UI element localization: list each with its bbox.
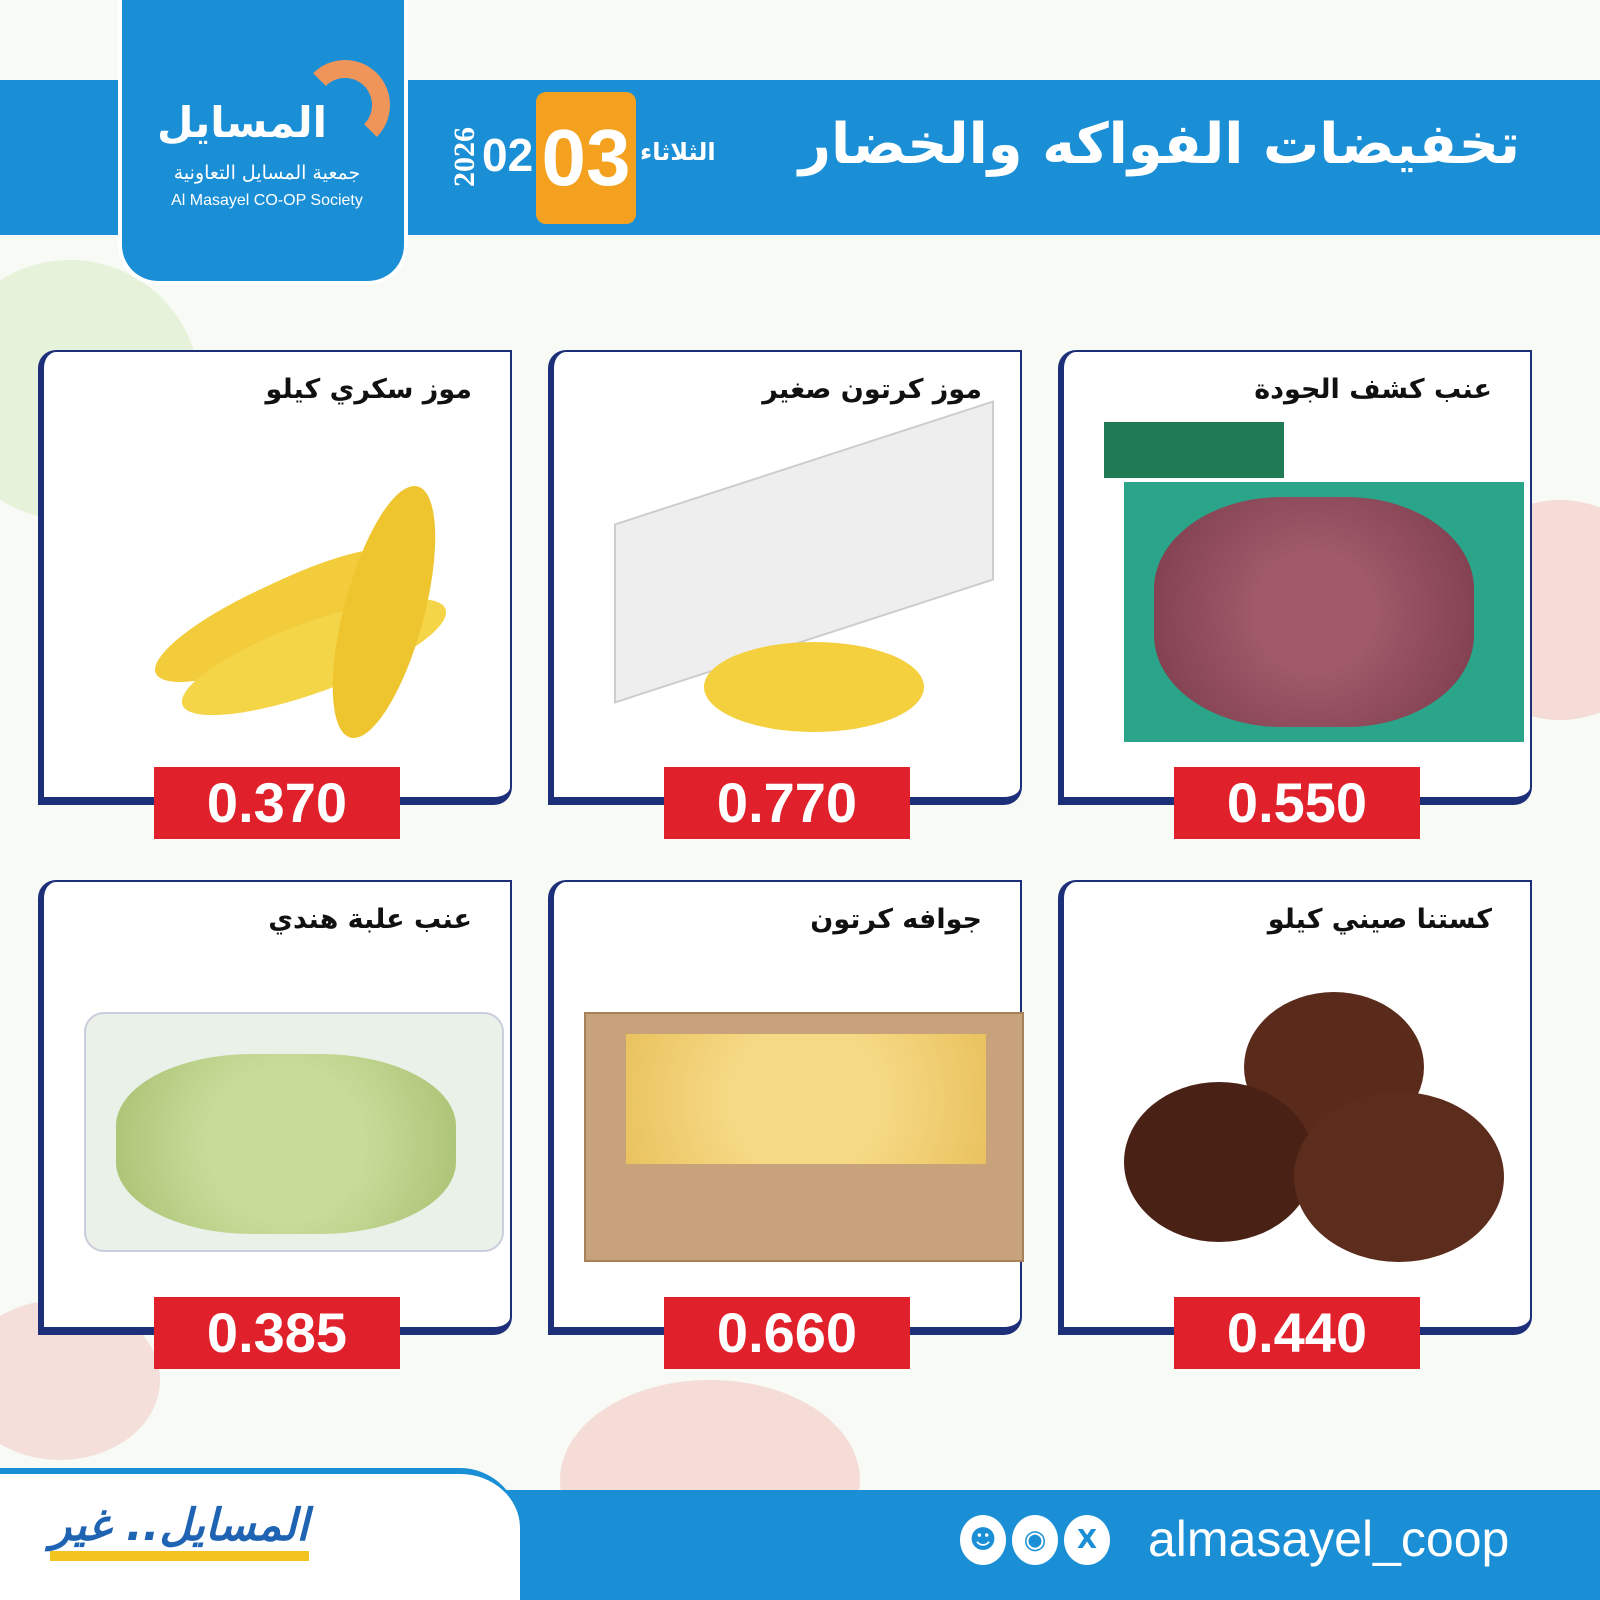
product-card[interactable]: عنب علبة هندي 0.385 bbox=[38, 880, 512, 1369]
logo-society-en: Al Masayel CO-OP Society bbox=[171, 192, 363, 209]
product-card[interactable]: موز سكري كيلو 0.370 bbox=[38, 350, 512, 839]
product-card[interactable]: جوافه كرتون 0.660 bbox=[548, 880, 1024, 1369]
slogan: المسايل.. غير bbox=[50, 1500, 309, 1561]
product-card[interactable]: كستنا صيني كيلو 0.440 bbox=[1058, 880, 1532, 1369]
product-image-bananas bbox=[84, 422, 484, 748]
product-card[interactable]: عنب كشف الجودة 0.550 bbox=[1058, 350, 1532, 839]
snapchat-icon[interactable]: ☻ bbox=[960, 1515, 1006, 1565]
product-name: عنب علبة هندي bbox=[268, 904, 472, 935]
instagram-icon[interactable]: ◉ bbox=[1012, 1515, 1058, 1565]
product-name: موز كرتون صغير bbox=[762, 374, 982, 405]
page-title: تخفيضات الفواكه والخضار bbox=[798, 112, 1520, 177]
logo-name: المسايل bbox=[156, 98, 328, 147]
product-image-green-grapes-pack bbox=[84, 952, 504, 1272]
product-name: عنب كشف الجودة bbox=[1254, 374, 1492, 405]
date-month: 02 bbox=[482, 129, 534, 181]
price-tag: 0.385 bbox=[154, 1297, 400, 1369]
product-name: جوافه كرتون bbox=[810, 904, 982, 935]
price-tag: 0.370 bbox=[154, 767, 400, 839]
date-year: 2026 bbox=[448, 127, 481, 187]
logo: المسايل جمعية المسايل التعاونية Al Masay… bbox=[118, 0, 408, 285]
x-icon[interactable]: X bbox=[1064, 1515, 1110, 1565]
social-handle[interactable]: almasayel_coop bbox=[1148, 1511, 1510, 1567]
social-icons: ☻ ◉ X bbox=[960, 1515, 1110, 1565]
product-image-chestnuts bbox=[1104, 952, 1504, 1272]
price-tag: 0.440 bbox=[1174, 1297, 1420, 1369]
product-name: موز سكري كيلو bbox=[265, 374, 472, 405]
weekday: الثلاثاء bbox=[640, 138, 716, 166]
product-image-guava-carton bbox=[584, 952, 1024, 1272]
price-tag: 0.770 bbox=[664, 767, 910, 839]
date-day: 03 bbox=[536, 92, 636, 224]
footer-slogan-panel bbox=[0, 1468, 520, 1600]
product-image-red-grapes-box bbox=[1104, 422, 1524, 742]
product-name: كستنا صيني كيلو bbox=[1267, 904, 1492, 935]
price-tag: 0.660 bbox=[664, 1297, 910, 1369]
price-tag: 0.550 bbox=[1174, 767, 1420, 839]
product-card[interactable]: موز كرتون صغير 0.770 bbox=[548, 350, 1022, 839]
logo-society-ar: جمعية المسايل التعاونية bbox=[173, 162, 361, 184]
product-image-banana-carton bbox=[594, 400, 994, 742]
